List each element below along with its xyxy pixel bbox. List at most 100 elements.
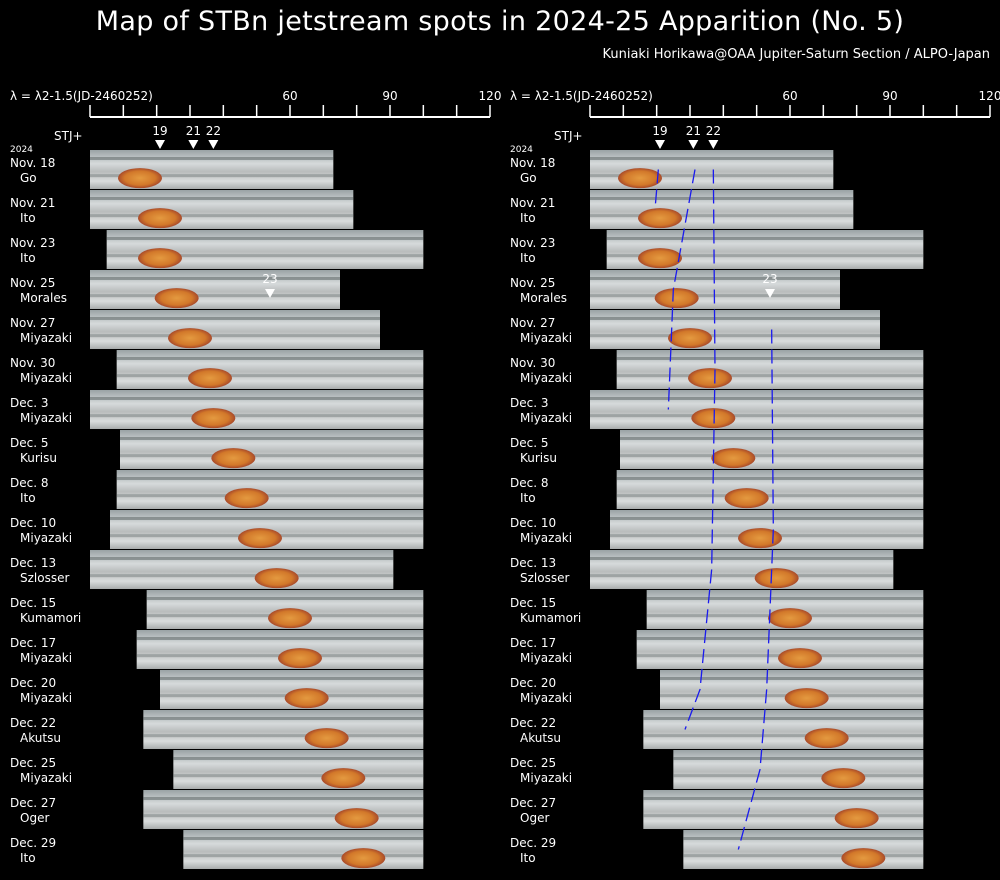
strip-cloud-band [636,630,924,669]
observation-label: Dec. 25 Miyazaki [510,756,572,786]
strip-cloud-band [683,830,924,869]
observation-label: Dec. 17 Miyazaki [10,636,72,666]
strip-belt [90,414,424,418]
strip-cloud-band [173,750,424,789]
image-strip [90,390,424,429]
observation-label: Nov. 21 Ito [510,196,555,226]
observation-date: Dec. 27 [10,796,57,810]
strip-cloud-band [90,550,394,589]
great-red-spot [304,728,349,749]
observation-date: Dec. 20 [510,676,557,690]
observation-date: Dec. 15 [10,596,57,610]
axis-tick-label: 60 [282,89,298,103]
observer-name: Miyazaki [20,331,73,345]
great-red-spot [738,528,782,549]
strip-belt [620,437,924,441]
observation-date: Dec. 29 [510,836,557,850]
observation-date: Nov. 18 [10,156,56,170]
strip-belt [646,597,924,601]
image-strip [590,310,880,349]
observer-name: Miyazaki [20,411,73,425]
observation-date: Dec. 25 [10,756,57,770]
credit-line: Kuniaki Horikawa@OAA Jupiter-Saturn Sect… [602,47,990,62]
great-red-spot [654,288,699,309]
image-strip [90,550,394,589]
observer-name: Akutsu [20,731,61,745]
page-title: Map of STBn jetstream spots in 2024-25 A… [95,6,905,37]
observation-label: Dec. 8 Ito [10,476,48,506]
great-red-spot [834,808,879,829]
strip-belt [106,254,424,258]
observation-date: Dec. 10 [10,516,57,530]
image-strip [116,350,424,389]
image-strip [683,830,924,869]
image-strip [90,150,334,189]
drift-track-22 [684,169,716,730]
axis-label: λ = λ2-1.5(JD-2460252) [10,89,153,103]
observation-date: Dec. 13 [510,556,557,570]
observer-name: Morales [520,291,567,305]
strip-belt [620,454,924,458]
great-red-spot [841,848,886,869]
axis-label: λ = λ2-1.5(JD-2460252) [510,89,653,103]
great-red-spot [168,328,212,349]
observer-name: Ito [520,211,536,225]
strip-belt [643,734,924,738]
image-strip [616,350,924,389]
observer-name: Miyazaki [520,371,573,385]
strip-belt [90,277,340,281]
observer-name: Miyazaki [520,411,573,425]
observation-label: Dec. 25 Miyazaki [10,756,72,786]
strip-belt [616,374,924,378]
image-strip [143,790,424,829]
observer-name: Go [20,171,37,185]
stj-label: STJ+ [54,129,83,143]
spot-label: 19 [652,124,668,138]
observation-label: Dec. 13 Szlosser [10,556,69,586]
strip-belt [590,334,880,338]
observation-label: Nov. 21 Ito [10,196,55,226]
observer-name: Kumamori [20,611,82,625]
observer-name: Ito [20,211,36,225]
image-strip [183,830,424,869]
strip-belt [683,854,924,858]
image-strip [660,670,924,709]
spot-arrow [208,140,219,149]
great-red-spot [284,688,329,709]
observation-date: Dec. 17 [510,636,557,650]
great-red-spot [118,168,162,189]
strip-belt [590,174,834,178]
strip-cloud-band [116,470,424,509]
strip-belt [183,837,424,841]
stj-label: STJ+ [554,129,583,143]
great-red-spot [138,248,182,269]
observation-label: Dec. 20 Miyazaki [10,676,72,706]
strip-belt [590,277,840,281]
drift-track-21 [667,169,696,410]
image-strip [616,470,924,509]
image-strip [643,790,924,829]
strip-cloud-band [183,830,424,869]
strip-belt [173,757,424,761]
strip-belt [616,357,924,361]
year-label: 2024 [10,145,33,155]
strip-belt [616,477,924,481]
image-strip [590,190,854,229]
strip-belt [143,814,424,818]
observer-name: Ito [20,491,36,505]
observation-label: Nov. 27 Miyazaki [510,316,572,346]
strip-belt [120,437,424,441]
spot-label: 23 [762,272,778,286]
great-red-spot [804,728,849,749]
observation-date: Nov. 30 [10,356,56,370]
observation-label: Dec. 3 Miyazaki [510,396,572,426]
image-strip [636,630,924,669]
observation-label: Dec. 29 Ito [510,836,556,866]
strip-cloud-band [90,310,380,349]
strip-belt [590,414,924,418]
strip-belt [90,557,394,561]
observer-name: Go [520,171,537,185]
great-red-spot [341,848,386,869]
strip-belt [590,214,854,218]
observer-name: Morales [20,291,67,305]
